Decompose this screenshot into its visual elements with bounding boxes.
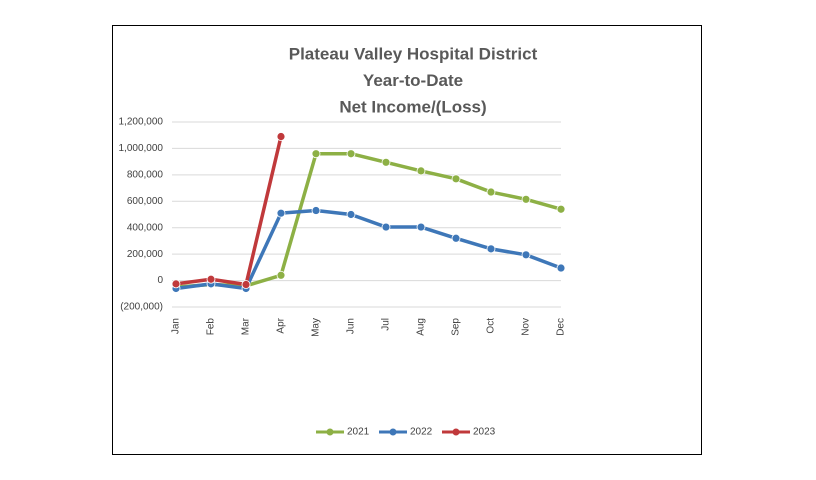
data-point — [556, 204, 566, 214]
data-point — [241, 280, 251, 289]
x-tick-label: Apr — [276, 317, 287, 333]
x-tick-label: May — [311, 318, 322, 337]
data-point — [311, 149, 321, 159]
data-point — [416, 166, 426, 176]
x-tick-label: Jul — [381, 318, 392, 331]
data-point — [486, 187, 496, 197]
chart-title: Net Income/(Loss) — [339, 97, 486, 116]
data-point — [381, 222, 391, 232]
x-tick-label: Nov — [521, 318, 532, 336]
data-point — [416, 222, 426, 232]
y-tick-label: 800,000 — [127, 169, 164, 180]
legend-marker — [389, 428, 397, 436]
y-tick-label: 1,200,000 — [119, 117, 164, 128]
data-point — [451, 233, 461, 243]
y-tick-label: 0 — [157, 275, 163, 286]
data-point — [276, 208, 286, 218]
x-tick-label: Aug — [416, 318, 427, 336]
data-point — [521, 250, 531, 260]
data-point — [521, 194, 531, 204]
x-tick-label: Mar — [241, 317, 252, 335]
data-point — [206, 274, 216, 284]
x-tick-label: Jan — [171, 318, 182, 334]
series-line — [175, 208, 562, 291]
data-point — [171, 279, 181, 289]
x-tick-label: Sep — [451, 318, 462, 336]
data-point — [346, 149, 356, 159]
x-tick-label: Feb — [206, 318, 217, 336]
legend-item: 2023 — [442, 427, 496, 438]
data-point — [346, 210, 356, 219]
y-tick-label: 600,000 — [127, 196, 164, 207]
y-tick-label: (200,000) — [120, 302, 163, 313]
x-tick-label: Dec — [556, 318, 567, 336]
legend-marker — [326, 428, 334, 436]
x-tick-label: Oct — [486, 318, 497, 334]
chart-title: Year-to-Date — [363, 71, 463, 90]
legend-marker — [452, 428, 460, 436]
data-point — [451, 174, 461, 184]
x-tick-label: Jun — [346, 318, 357, 334]
data-point — [486, 244, 496, 254]
legend-label: 2023 — [473, 427, 496, 438]
data-point — [276, 270, 286, 280]
series-line — [175, 151, 562, 289]
legend-label: 2021 — [347, 427, 370, 438]
legend-label: 2022 — [410, 427, 433, 438]
y-tick-label: 400,000 — [127, 222, 164, 233]
data-point — [311, 206, 321, 215]
chart-border — [112, 25, 702, 455]
y-tick-label: 200,000 — [127, 249, 164, 260]
legend-item: 2021 — [316, 427, 370, 438]
chart-title: Plateau Valley Hospital District — [289, 44, 538, 63]
legend-item: 2022 — [379, 427, 433, 438]
data-point — [276, 132, 286, 141]
y-tick-label: 1,000,000 — [119, 143, 164, 154]
data-point — [556, 263, 566, 273]
data-point — [381, 157, 391, 167]
series-line — [175, 136, 283, 287]
